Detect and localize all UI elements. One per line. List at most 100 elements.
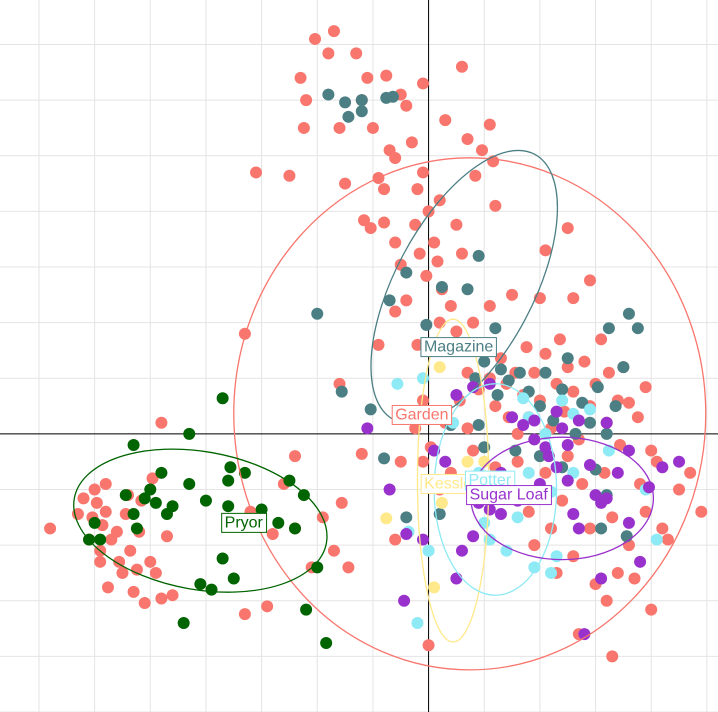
point-garden [413, 247, 426, 260]
point-magazine [533, 400, 546, 413]
point-garden [520, 341, 533, 354]
label-text: Garden [395, 406, 448, 423]
point-garden [238, 327, 251, 340]
point-garden [567, 292, 580, 305]
point-garden [238, 608, 251, 621]
label-box [420, 337, 497, 358]
point-sugar-loaf [400, 528, 413, 540]
point-garden [90, 496, 103, 509]
point-sugar-loaf [567, 507, 580, 520]
point-magazine [355, 94, 368, 107]
confidence-ellipses [73, 149, 707, 671]
point-kessler [461, 455, 474, 468]
label-text: Kessler [424, 475, 478, 492]
point-garden [322, 47, 335, 60]
point-garden [149, 566, 162, 579]
point-pryor [177, 617, 190, 629]
point-garden [561, 222, 574, 235]
point-garden [673, 483, 686, 496]
point-pryor [222, 500, 235, 513]
point-pryor [311, 561, 324, 574]
point-garden [297, 121, 310, 134]
ellipse-garden [233, 157, 707, 671]
point-pryor [255, 503, 268, 516]
point-garden [450, 218, 463, 231]
point-magazine [311, 307, 324, 320]
point-magazine [378, 452, 391, 465]
point-garden [327, 544, 340, 557]
point-garden [124, 544, 137, 557]
point-magazine [609, 400, 622, 413]
point-pryor [227, 572, 240, 585]
point-garden [335, 496, 348, 509]
point-garden [539, 347, 552, 360]
point-sugar-loaf [572, 414, 585, 427]
point-pryor [194, 578, 207, 591]
point-garden [439, 114, 452, 127]
point-garden [567, 550, 580, 563]
point-magazine [617, 361, 630, 374]
point-garden [489, 400, 502, 413]
point-magazine [489, 322, 502, 335]
point-potter [602, 444, 615, 457]
point-magazine [494, 363, 507, 376]
point-magazine [461, 283, 474, 296]
label-text: Magazine [424, 339, 493, 356]
point-garden [578, 355, 591, 368]
point-sugar-loaf [383, 483, 396, 496]
point-sugar-loaf [600, 416, 613, 429]
point-sugar-loaf [506, 411, 519, 424]
point-sugar-loaf [467, 530, 480, 543]
point-pryor [288, 522, 301, 535]
point-garden [428, 236, 441, 249]
point-magazine [342, 110, 355, 123]
point-pryor [183, 477, 196, 490]
point-garden [409, 218, 422, 231]
point-garden [539, 466, 552, 479]
point-garden [378, 183, 391, 196]
point-garden [556, 494, 569, 507]
point-sugar-loaf [583, 459, 596, 472]
point-garden [364, 222, 377, 235]
point-garden [138, 596, 151, 609]
point-garden [583, 274, 596, 287]
point-sugar-loaf [494, 507, 507, 520]
point-sugar-loaf [561, 474, 574, 487]
point-garden [294, 71, 307, 84]
point-garden [389, 533, 402, 546]
point-magazine [472, 418, 485, 431]
point-garden [602, 366, 615, 379]
label-box [391, 404, 453, 425]
point-garden [455, 247, 468, 260]
point-garden [99, 505, 112, 518]
point-garden [431, 255, 444, 268]
point-garden [606, 650, 619, 663]
point-pryor [88, 516, 101, 529]
point-garden [614, 439, 627, 451]
point-magazine [478, 355, 491, 368]
point-garden [483, 118, 496, 131]
point-magazine [622, 307, 635, 320]
point-garden [146, 472, 159, 485]
point-garden [372, 338, 385, 351]
point-garden [606, 511, 619, 524]
point-garden [358, 214, 371, 227]
point-sugar-loaf [467, 381, 480, 394]
point-garden [461, 133, 474, 146]
point-garden [309, 32, 322, 45]
point-potter [511, 511, 524, 524]
point-magazine [491, 388, 504, 401]
point-sugar-loaf [528, 414, 541, 427]
point-sugar-loaf [455, 544, 468, 557]
point-potter [583, 403, 596, 416]
point-garden [417, 166, 430, 179]
point-garden [422, 639, 435, 652]
point-sugar-loaf [622, 444, 635, 457]
point-garden [389, 305, 402, 318]
point-garden [394, 455, 407, 468]
point-garden [695, 505, 708, 518]
point-sugar-loaf [622, 516, 635, 529]
point-sugar-loaf [550, 461, 563, 474]
point-garden [528, 539, 541, 552]
